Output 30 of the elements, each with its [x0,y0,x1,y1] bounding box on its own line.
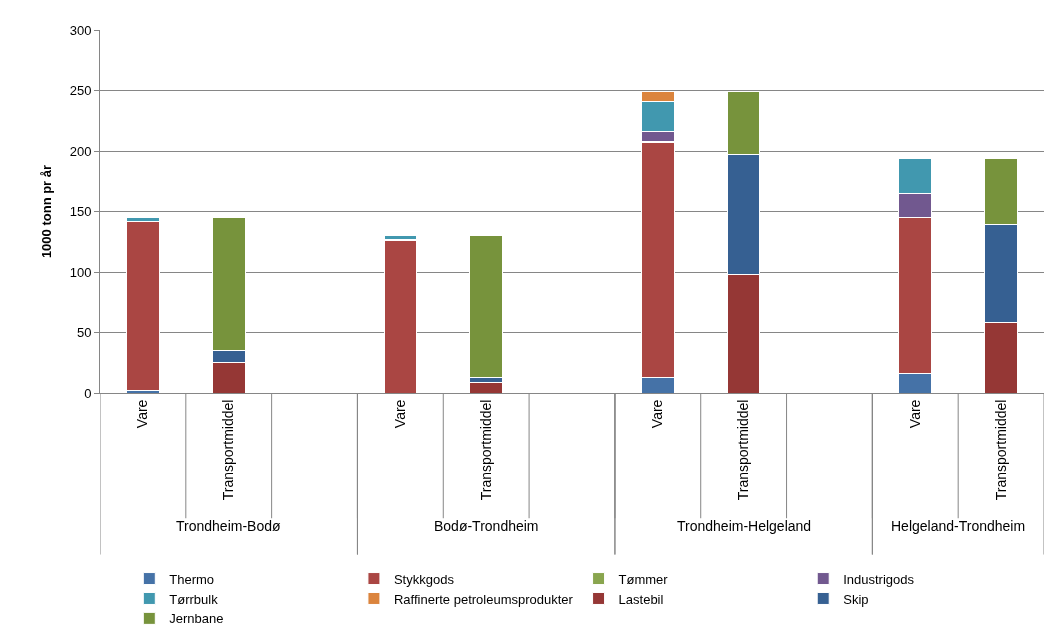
legend-label: Industrigods [843,571,915,587]
text: Helgeland-Trondheim [891,518,1026,534]
y-tick-label: 150 [69,204,92,220]
legend-label: Tømmer [618,571,669,587]
y-tick-label: 300 [69,22,92,38]
x-tick-label: Vare [649,399,666,429]
x-tick-label: Transportmiddel [735,399,752,501]
text: Trondheim-Helgeland [677,518,812,534]
y-tick-label: 50 [76,325,92,341]
y-tick-label: 0 [84,385,92,401]
x-tick-label: Transportmiddel [220,399,237,501]
y-tick-label: 200 [69,143,92,159]
x-tick-label: Vare [134,399,151,429]
y-axis-title: 1000 tonn pr år [38,164,54,259]
legend-label: Tørrbulk [169,591,219,607]
x-tick-label: Vare [906,399,923,429]
text: Bodø-Trondheim [434,518,539,534]
legend-label: Raffinerte petroleumsprodukter [393,591,574,607]
legend-label: Thermo [169,571,215,587]
y-tick-label: 250 [69,83,92,99]
x-tick-label: Transportmiddel [477,399,494,501]
y-tick-label: 100 [69,264,92,280]
legend-label: Skip [843,591,869,607]
x-tick-label: Transportmiddel [992,399,1009,501]
legend-label: Lastebil [618,591,664,607]
legend-label: Jernbane [169,611,224,627]
x-tick-label: Vare [391,399,408,429]
text: Trondheim-Bodø [176,518,281,534]
bar [126,220,160,392]
legend-label: Stykkgods [393,571,455,587]
